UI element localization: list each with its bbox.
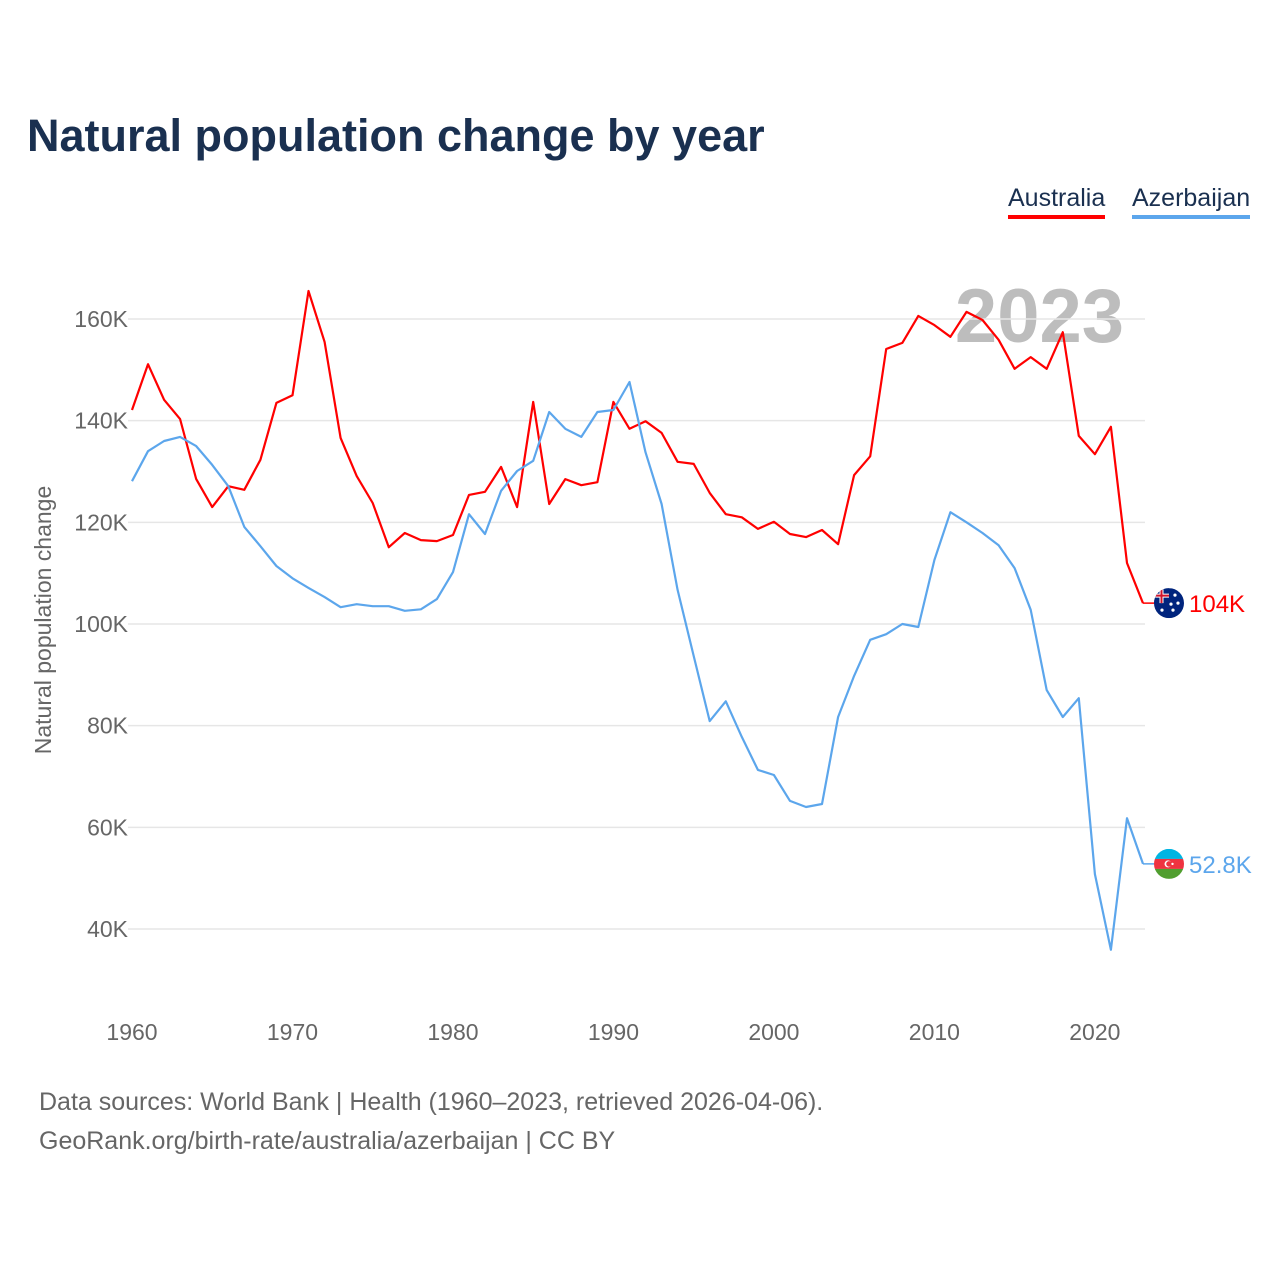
x-tick-label: 1960: [106, 1019, 157, 1045]
legend-item-australia[interactable]: Australia: [1008, 184, 1106, 219]
x-tick-label: 2010: [909, 1019, 960, 1045]
y-tick-label: 160K: [74, 306, 128, 332]
data-source-note: Data sources: World Bank | Health (1960–…: [39, 1088, 824, 1116]
y-tick-label: 60K: [87, 814, 129, 840]
attribution-link[interactable]: GeoRank.org/birth-rate/australia/azerbai…: [39, 1127, 616, 1155]
y-tick-label: 40K: [87, 916, 129, 942]
chart-title: Natural population change by year: [27, 110, 765, 161]
x-tick-label: 2020: [1069, 1019, 1120, 1045]
x-tick-label: 1970: [267, 1019, 318, 1045]
azerbaijan-flag-icon: [1154, 848, 1184, 879]
x-tick-label: 1980: [427, 1019, 478, 1045]
series-line-azerbaijan: [131, 380, 1145, 951]
y-tick-label: 100K: [74, 611, 128, 637]
australia-flag-icon: [1154, 588, 1184, 619]
series-line-australia: [130, 289, 1145, 604]
legend-item-azerbaijan[interactable]: Azerbaijan: [1132, 184, 1251, 219]
end-value-label-azerbaijan: 52.8K: [1189, 852, 1252, 879]
y-axis-label: Natural population change: [30, 486, 56, 755]
x-tick-label: 1990: [588, 1019, 639, 1045]
y-tick-label: 80K: [87, 713, 129, 739]
y-tick-label: 120K: [74, 509, 128, 535]
x-tick-label: 2000: [748, 1019, 799, 1045]
year-watermark: 2023: [955, 274, 1124, 359]
end-value-label-australia: 104K: [1189, 591, 1245, 618]
y-tick-label: 140K: [74, 408, 128, 434]
